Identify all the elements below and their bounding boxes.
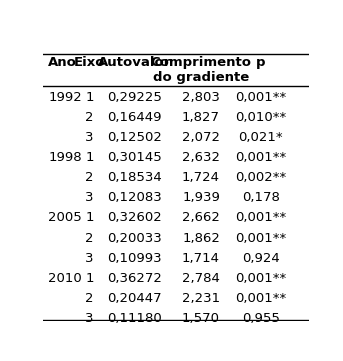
Text: 1,939: 1,939 <box>182 191 220 204</box>
Text: 1,827: 1,827 <box>182 111 220 124</box>
Text: 0,178: 0,178 <box>242 191 280 204</box>
Text: 0,955: 0,955 <box>242 312 280 325</box>
Text: 1,724: 1,724 <box>182 171 220 184</box>
Text: 0,29225: 0,29225 <box>107 91 162 104</box>
Text: 2: 2 <box>85 111 94 124</box>
Text: 2005: 2005 <box>48 212 82 225</box>
Text: 1: 1 <box>85 272 94 285</box>
Text: 3: 3 <box>85 312 94 325</box>
Text: Autovalor: Autovalor <box>98 56 171 69</box>
Text: 0,20447: 0,20447 <box>107 292 162 305</box>
Text: Eixo: Eixo <box>74 56 105 69</box>
Text: 3: 3 <box>85 131 94 144</box>
Text: 0,001**: 0,001** <box>235 212 286 225</box>
Text: 0,001**: 0,001** <box>235 292 286 305</box>
Text: 1: 1 <box>85 212 94 225</box>
Text: 1992: 1992 <box>48 91 82 104</box>
Text: 0,001**: 0,001** <box>235 272 286 285</box>
Text: 0,18534: 0,18534 <box>107 171 162 184</box>
Text: 0,36272: 0,36272 <box>107 272 162 285</box>
Text: Ano: Ano <box>48 56 77 69</box>
Text: 0,021*: 0,021* <box>238 131 283 144</box>
Text: 2,662: 2,662 <box>182 212 220 225</box>
Text: 2010: 2010 <box>48 272 82 285</box>
Text: 0,30145: 0,30145 <box>107 151 162 164</box>
Text: 0,001**: 0,001** <box>235 91 286 104</box>
Text: 0,002**: 0,002** <box>235 171 286 184</box>
Text: 0,12083: 0,12083 <box>107 191 162 204</box>
Text: 1,570: 1,570 <box>182 312 220 325</box>
Text: 0,20033: 0,20033 <box>107 232 162 245</box>
Text: 2: 2 <box>85 292 94 305</box>
Text: 1,714: 1,714 <box>182 252 220 265</box>
Text: 2,072: 2,072 <box>182 131 220 144</box>
Text: 2,803: 2,803 <box>182 91 220 104</box>
Text: 0,001**: 0,001** <box>235 151 286 164</box>
Text: 2: 2 <box>85 171 94 184</box>
Text: 2,632: 2,632 <box>182 151 220 164</box>
Text: 1: 1 <box>85 151 94 164</box>
Text: 0,16449: 0,16449 <box>107 111 162 124</box>
Text: 1998: 1998 <box>48 151 82 164</box>
Text: 2,231: 2,231 <box>182 292 220 305</box>
Text: 0,010**: 0,010** <box>235 111 286 124</box>
Text: 2: 2 <box>85 232 94 245</box>
Text: 1: 1 <box>85 91 94 104</box>
Text: 2,784: 2,784 <box>182 272 220 285</box>
Text: p: p <box>256 56 265 69</box>
Text: 3: 3 <box>85 191 94 204</box>
Text: 3: 3 <box>85 252 94 265</box>
Text: 0,924: 0,924 <box>242 252 280 265</box>
Text: 0,11180: 0,11180 <box>107 312 162 325</box>
Text: 0,32602: 0,32602 <box>107 212 162 225</box>
Text: 0,12502: 0,12502 <box>107 131 162 144</box>
Text: 0,10993: 0,10993 <box>107 252 162 265</box>
Text: 1,862: 1,862 <box>182 232 220 245</box>
Text: Comprimento
do gradiente: Comprimento do gradiente <box>151 56 251 84</box>
Text: 0,001**: 0,001** <box>235 232 286 245</box>
